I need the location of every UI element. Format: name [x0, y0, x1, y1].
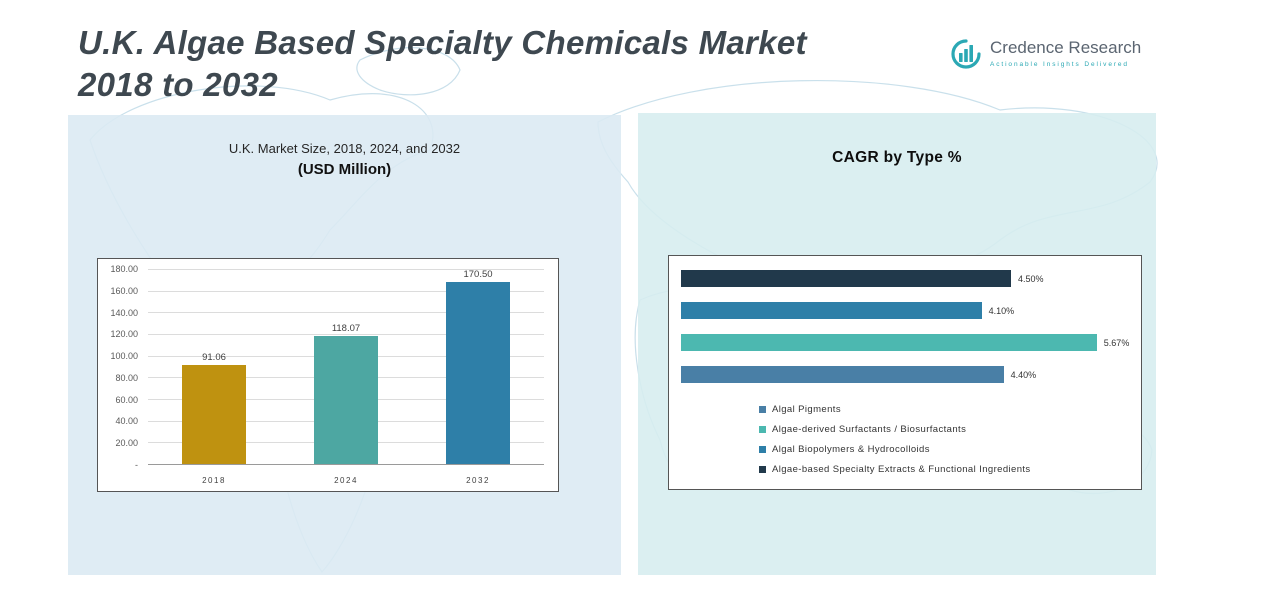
cagr-bar — [681, 302, 982, 319]
bar-2018 — [182, 365, 246, 464]
cagr-bar-row: 5.67% — [681, 334, 1135, 351]
y-axis-tick-label: 180.00 — [110, 264, 138, 274]
gridline — [148, 333, 544, 335]
y-axis-tick-label: 80.00 — [115, 372, 138, 383]
cagr-bar-label: 4.10% — [988, 305, 1015, 316]
y-axis-tick-label: - — [135, 460, 138, 470]
bars-group: 91.06 118.07 170.50 — [148, 269, 544, 464]
gridline — [148, 290, 544, 292]
bar-column-2032: 170.50 — [446, 269, 510, 464]
x-axis-label-2024: 2024 — [334, 476, 358, 485]
cagr-bar — [681, 334, 1097, 351]
page-title: U.K. Algae Based Specialty Chemicals Mar… — [78, 22, 807, 106]
cagr-bar-label: 5.67% — [1103, 337, 1130, 348]
market-size-chart: 180.00 160.00 140.00 120.00 100.00 80.00 60.00… — [97, 258, 559, 492]
gridline — [148, 312, 544, 314]
legend-swatch — [759, 466, 766, 473]
y-axis-tick-label: 100.00 — [110, 351, 138, 362]
market-size-chart-title: U.K. Market Size, 2018, 2024, and 2032 — [228, 141, 461, 156]
credence-research-logo: Credence Research Actionable Insights De… — [950, 38, 1141, 70]
cagr-bar — [681, 270, 1011, 287]
cagr-legend: Algal Pigments Algae-derived Surfactants … — [759, 404, 1031, 484]
bar-2032 — [446, 282, 510, 464]
y-axis-tick-label: 120.00 — [110, 329, 138, 340]
cagr-chart-title: CAGR by Type % — [832, 149, 962, 166]
cagr-chart: 4.50% 4.10% 5.67% 4.40% Algal Pigments Algae… — [668, 255, 1142, 490]
legend-label: Algal Pigments — [772, 404, 841, 415]
y-axis-tick-label: 20.00 — [115, 438, 138, 449]
y-axis-tick-label: 60.00 — [115, 394, 138, 405]
bar-value-label: 170.50 — [463, 269, 493, 280]
x-axis-label-2032: 2032 — [466, 476, 490, 485]
plot-area: 91.06 118.07 170.50 — [148, 269, 544, 465]
bar-2024 — [314, 336, 378, 464]
logo-name: Credence Research — [990, 38, 1142, 57]
legend-item: Algal Biopolymers & Hydrocolloids — [759, 444, 1031, 455]
cagr-bar-label: 4.40% — [1010, 369, 1037, 380]
y-axis-tick-label: 160.00 — [110, 285, 138, 296]
logo-tagline: Actionable Insights Delivered — [990, 61, 1129, 68]
cagr-panel: CAGR by Type % 4.50% 4.10% 5.67% 4.40% Alga… — [638, 113, 1156, 575]
market-size-panel: U.K. Market Size, 2018, 2024, and 2032 (… — [68, 115, 621, 575]
cagr-bar-row: 4.50% — [681, 270, 1135, 287]
cagr-bar-row: 4.40% — [681, 366, 1135, 383]
gridline — [148, 269, 544, 270]
x-axis: 2018 2024 2032 — [148, 476, 544, 485]
legend-item: Algae-based Specialty Extracts & Functio… — [759, 464, 1031, 475]
bar-column-2018: 91.06 — [182, 269, 246, 464]
market-size-chart-header: U.K. Market Size, 2018, 2024, and 2032 (… — [68, 141, 621, 178]
legend-swatch — [759, 446, 766, 453]
legend-label: Algal Biopolymers & Hydrocolloids — [772, 444, 930, 455]
y-axis-tick-label: 140.00 — [110, 307, 138, 318]
bar-value-label: 91.06 — [202, 352, 226, 364]
legend-item: Algae-derived Surfactants / Biosurfactan… — [759, 424, 1031, 435]
credence-logo-icon — [951, 39, 981, 69]
legend-item: Algal Pigments — [759, 404, 1031, 415]
bar-value-label: 118.07 — [331, 323, 361, 335]
y-axis: 180.00 160.00 140.00 120.00 100.00 80.00 60.00… — [98, 264, 142, 470]
cagr-bar-row: 4.10% — [681, 302, 1135, 319]
y-axis-tick-label: 40.00 — [115, 416, 138, 427]
legend-label: Algae-based Specialty Extracts & Functio… — [772, 464, 1031, 475]
page-title-line2: 2018 to 2032 — [78, 66, 278, 104]
legend-swatch — [759, 426, 766, 433]
market-size-chart-subtitle: (USD Million) — [297, 161, 392, 178]
legend-swatch — [759, 406, 766, 413]
bar-column-2024: 118.07 — [314, 269, 378, 464]
cagr-bar-label: 4.50% — [1018, 273, 1044, 284]
cagr-bars: 4.50% 4.10% 5.67% 4.40% — [681, 270, 1135, 398]
page-title-line1: U.K. Algae Based Specialty Chemicals Mar… — [78, 24, 807, 61]
x-axis-label-2018: 2018 — [202, 476, 226, 485]
legend-label: Algae-derived Surfactants / Biosurfactan… — [772, 424, 967, 435]
cagr-bar — [681, 366, 1004, 383]
